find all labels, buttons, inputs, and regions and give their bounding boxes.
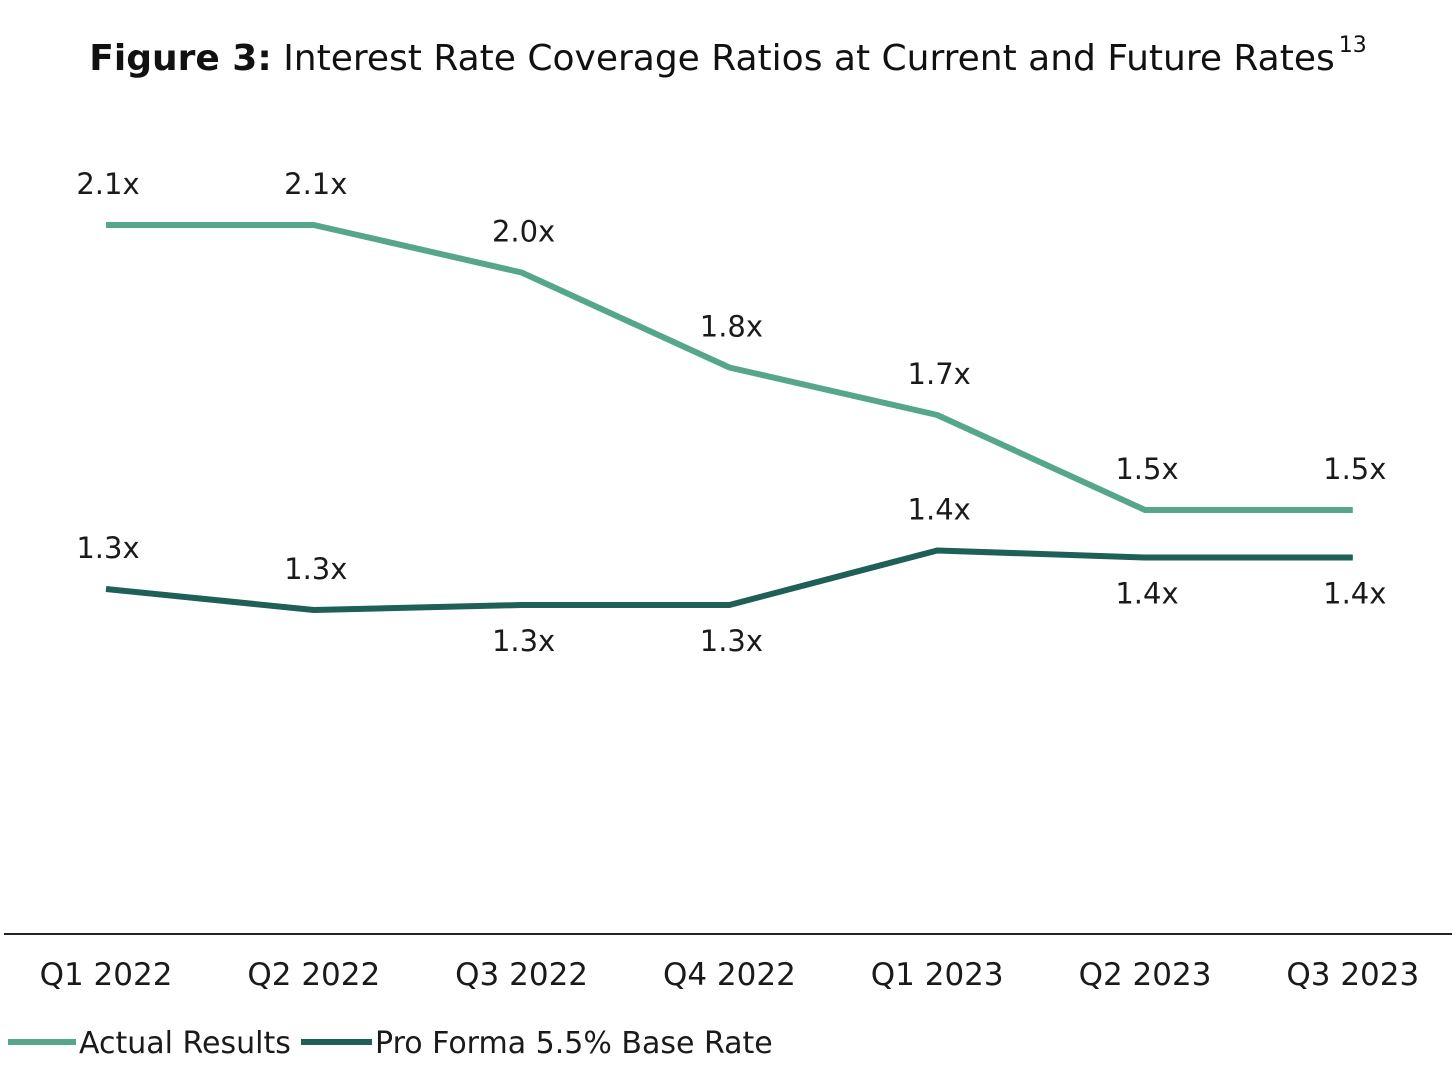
data-label: 1.3x	[76, 531, 139, 565]
figure-number: Figure 3:	[89, 38, 272, 79]
legend: Actual Results Pro Forma 5.5% Base Rate	[8, 1026, 773, 1061]
data-label: 1.7x	[908, 357, 971, 391]
data-label: 1.8x	[700, 310, 763, 344]
data-label: 1.3x	[700, 624, 763, 658]
data-label: 1.4x	[908, 493, 971, 527]
legend-label: Pro Forma 5.5% Base Rate	[375, 1026, 773, 1061]
x-tick-label: Q3 2023	[1286, 957, 1419, 993]
x-tick-label: Q1 2023	[871, 957, 1004, 993]
data-label: 1.5x	[1115, 452, 1178, 486]
pro-forma-line	[105, 547, 1353, 613]
x-axis: Q1 2022 Q2 2022 Q3 2022 Q4 2022 Q1 2023 Q2 20…	[4, 933, 1452, 993]
footnote-marker: 13	[1338, 33, 1367, 58]
data-label: 1.4x	[1115, 577, 1178, 611]
chart-title: Figure 3: Interest Rate Coverage Ratios …	[0, 20, 1456, 85]
data-label: 1.5x	[1323, 452, 1386, 486]
x-tick-label: Q1 2022	[40, 957, 173, 993]
actual-results-line	[106, 222, 1353, 513]
x-tick-label: Q4 2022	[663, 957, 796, 993]
data-label: 1.3x	[492, 624, 555, 658]
data-label: 1.3x	[284, 552, 347, 586]
x-tick-label: Q3 2022	[455, 957, 588, 993]
data-label: 2.1x	[284, 167, 347, 201]
data-label: 2.0x	[492, 215, 555, 249]
title-text: Interest Rate Coverage Ratios at Current…	[271, 38, 1335, 79]
x-tick-label: Q2 2023	[1079, 957, 1212, 993]
x-tick-label: Q2 2022	[247, 957, 380, 993]
data-label: 2.1x	[76, 167, 139, 201]
data-label: 1.4x	[1323, 577, 1386, 611]
data-labels: 2.1x 2.1x 2.0x 1.8x 1.7x 1.5x 1.5x 1.3x 1.3x 1.3x…	[76, 167, 1386, 658]
series-lines	[105, 222, 1353, 613]
legend-label: Actual Results	[79, 1026, 291, 1061]
